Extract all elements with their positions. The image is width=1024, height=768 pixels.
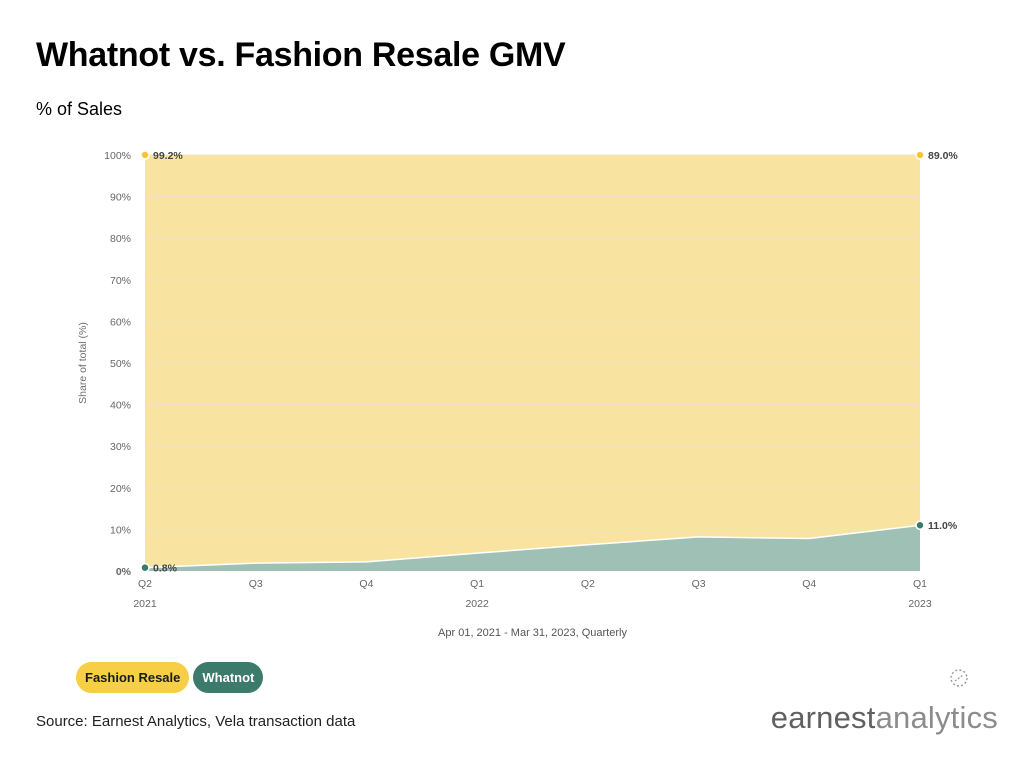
legend: Fashion Resale Whatnot — [76, 662, 264, 693]
x-tick-label: Q1 — [913, 578, 927, 590]
x-tick-label: Q2 — [138, 578, 152, 590]
x-axis-title: Apr 01, 2021 - Mar 31, 2023, Quarterly — [438, 627, 627, 639]
y-tick-label: 50% — [110, 358, 131, 370]
y-tick-label: 10% — [110, 524, 131, 536]
x-year-label: 2022 — [465, 598, 489, 610]
y-tick-label: 0% — [116, 566, 132, 578]
x-tick-label: Q3 — [249, 578, 263, 590]
data-label-whatnot: 11.0% — [928, 520, 958, 532]
dotted-circle-icon — [950, 669, 968, 687]
legend-fashion-resale[interactable]: Fashion Resale — [76, 662, 190, 693]
data-labels: 99.2% 89.0% 0.8% 11.0% — [140, 150, 958, 575]
x-tick-label: Q3 — [692, 578, 706, 590]
legend-whatnot[interactable]: Whatnot — [193, 662, 264, 693]
y-tick-label: 70% — [110, 275, 131, 287]
area-whatnot — [145, 525, 920, 571]
y-tick-label: 90% — [110, 192, 131, 204]
area-fashion-resale — [145, 155, 920, 568]
x-tick-label: Q2 — [581, 578, 595, 590]
marker-fashion-resale — [915, 150, 925, 160]
y-tick-label: 100% — [104, 150, 131, 162]
marker-fashion-resale — [140, 150, 150, 160]
x-year-label: 2021 — [133, 598, 157, 610]
y-tick-label: 30% — [110, 441, 131, 453]
chart-subtitle: % of Sales — [36, 99, 123, 119]
plot-areas — [144, 154, 921, 571]
x-tick-label: Q4 — [359, 578, 373, 590]
data-label-whatnot: 0.8% — [153, 563, 178, 575]
chart-settings-icon[interactable] — [948, 667, 970, 689]
source-note: Source: Earnest Analytics, Vela transact… — [36, 713, 356, 730]
line-whatnot — [144, 524, 921, 569]
brand-text-bold: earnest — [770, 700, 876, 735]
brand-logo: earnestanalytics — [771, 700, 998, 736]
data-label-fashion-resale: 89.0% — [928, 150, 958, 162]
x-tick-label: Q1 — [470, 578, 484, 590]
data-label-fashion-resale: 99.2% — [153, 150, 183, 162]
y-tick-label: 80% — [110, 233, 131, 245]
y-tick-label: 20% — [110, 483, 131, 495]
marker-whatnot — [915, 520, 925, 530]
x-tick-label: Q4 — [802, 578, 816, 590]
marker-whatnot — [140, 562, 150, 573]
y-tick-label: 40% — [110, 400, 131, 412]
axes: 0% 10% 20% 30% 40% 50% 60% 70% 80% 90% 100% Q2 2021 Q… — [77, 150, 932, 639]
y-tick-label: 60% — [110, 316, 131, 328]
chart-title: Whatnot vs. Fashion Resale GMV — [36, 36, 566, 74]
brand-text-light: analytics — [875, 700, 998, 735]
x-year-label: 2023 — [908, 598, 932, 610]
y-axis-title: Share of total (%) — [77, 322, 89, 404]
